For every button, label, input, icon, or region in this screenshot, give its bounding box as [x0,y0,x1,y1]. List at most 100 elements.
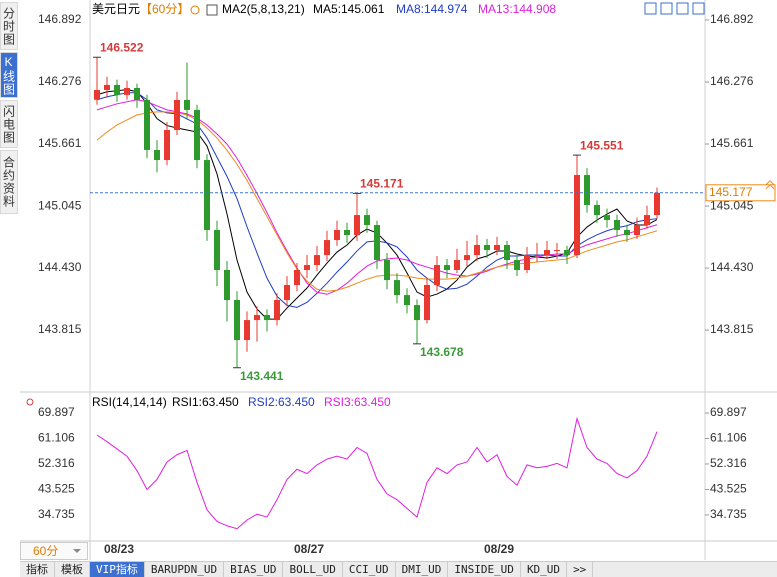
extreme-label: 146.522 [100,40,144,54]
indicator-tab[interactable]: BIAS_UD [224,562,284,577]
indicator-tab[interactable]: DMI_UD [396,562,449,577]
candle-body [454,260,460,270]
candle-body [374,225,380,261]
extreme-label: 143.678 [420,345,464,359]
series-line [96,111,658,292]
legend-entry: RSI3:63.450 [324,395,391,409]
x-tick-label: 08/29 [484,542,514,556]
sidebar-tab[interactable]: 分时图 [0,2,18,50]
indicator-tab[interactable]: >> [567,562,594,577]
candle-body [654,192,660,216]
candle-body [94,89,100,100]
candle-body [104,84,110,90]
candle-body [434,265,440,286]
candle-body [464,255,470,261]
indicator-tab[interactable]: VIP指标 [90,562,145,577]
y-tick-label: 61.106 [710,431,747,445]
candle-body [114,84,120,95]
y-tick-label: 144.430 [38,260,82,274]
tool-button[interactable] [692,2,705,15]
candle-body [424,285,430,321]
candle-body [354,215,360,236]
sidebar-tab[interactable]: 闪电图 [0,100,18,148]
indicator-tabs: 指标 模板 VIP指标 BARUPDN_UD BIAS_UD BOLL_UD CCI_UD D… [20,561,777,577]
candle-body [164,130,170,161]
y-tick-label: 145.661 [38,136,82,150]
sidebar-tab[interactable]: K线图 [0,52,18,98]
tool-button[interactable] [676,2,689,15]
candle-body [174,99,180,131]
candle-body [134,87,140,100]
candle-body [534,255,540,257]
last-price-label: 145.177 [709,185,753,199]
last-price-box [705,184,776,202]
legend-entry: MA13:144.908 [478,2,556,16]
indicator-icon[interactable] [206,4,218,16]
candle-body [504,244,510,261]
candle-body [404,295,410,306]
indicator-tab[interactable]: INSIDE_UD [448,562,521,577]
indicator-tab[interactable]: KD_UD [521,562,568,577]
candle-body [314,255,320,266]
candle-body [304,265,310,270]
candle-body [524,255,530,270]
candle-body [384,260,390,281]
indicator-tab[interactable]: CCI_UD [343,562,396,577]
candle-body [614,220,620,230]
period-label: 【60分】 [140,2,189,16]
candle-body [574,175,580,256]
toolbar [644,2,705,15]
candle-body [494,244,500,251]
candle-body [124,87,130,95]
extreme-label: 145.171 [360,177,404,191]
add-icon[interactable] [190,5,200,15]
candle-body [604,215,610,221]
indicator-tab[interactable]: 模板 [55,562,90,577]
x-tick-label: 08/27 [294,542,324,556]
indicator-tab[interactable]: BOLL_UD [283,562,343,577]
candle-body [334,229,340,241]
indicator-tab[interactable]: BARUPDN_UD [145,562,225,577]
y-tick-label: 146.276 [38,74,82,88]
y-tick-label: 69.897 [710,405,747,419]
y-tick-label: 52.316 [710,456,747,470]
y-tick-label: 146.892 [38,12,82,26]
candle-body [624,229,630,236]
indicator-tab[interactable]: 指标 [20,562,55,577]
y-tick-label: 143.815 [710,322,754,336]
candle-body [594,204,600,216]
candle-body [194,109,200,161]
chart-bg [20,0,777,560]
y-tick-label: 145.661 [710,136,754,150]
extreme-label: 143.441 [240,369,284,383]
candle-body [444,265,450,270]
candle-body [644,215,650,226]
candle-body [364,215,370,226]
y-tick-label: 61.106 [38,431,75,445]
y-tick-label: 146.276 [710,74,754,88]
candle-body [474,244,480,256]
extreme-label: 145.551 [580,138,624,152]
candle-body [214,229,220,270]
candle-body [484,244,490,251]
settings-icon[interactable] [26,398,34,406]
indicator-label: MA2(5,8,13,21) [222,2,305,16]
period-select[interactable]: 60分 [20,542,88,560]
candle-body [394,280,400,296]
scroll-icon [765,180,775,190]
candle-body [554,250,560,252]
candle-body [634,225,640,236]
candle-body [224,269,230,301]
candle-body [284,285,290,301]
candle-body [144,99,150,150]
candle-body [544,250,550,256]
tool-button[interactable] [660,2,673,15]
tool-button[interactable] [644,2,657,15]
sidebar-tab[interactable]: 合约资料 [0,150,18,214]
y-tick-label: 34.735 [710,507,747,521]
y-tick-label: 43.525 [710,482,747,496]
candle-body [234,300,240,341]
y-tick-label: 145.045 [38,198,82,212]
candle-body [294,269,300,286]
